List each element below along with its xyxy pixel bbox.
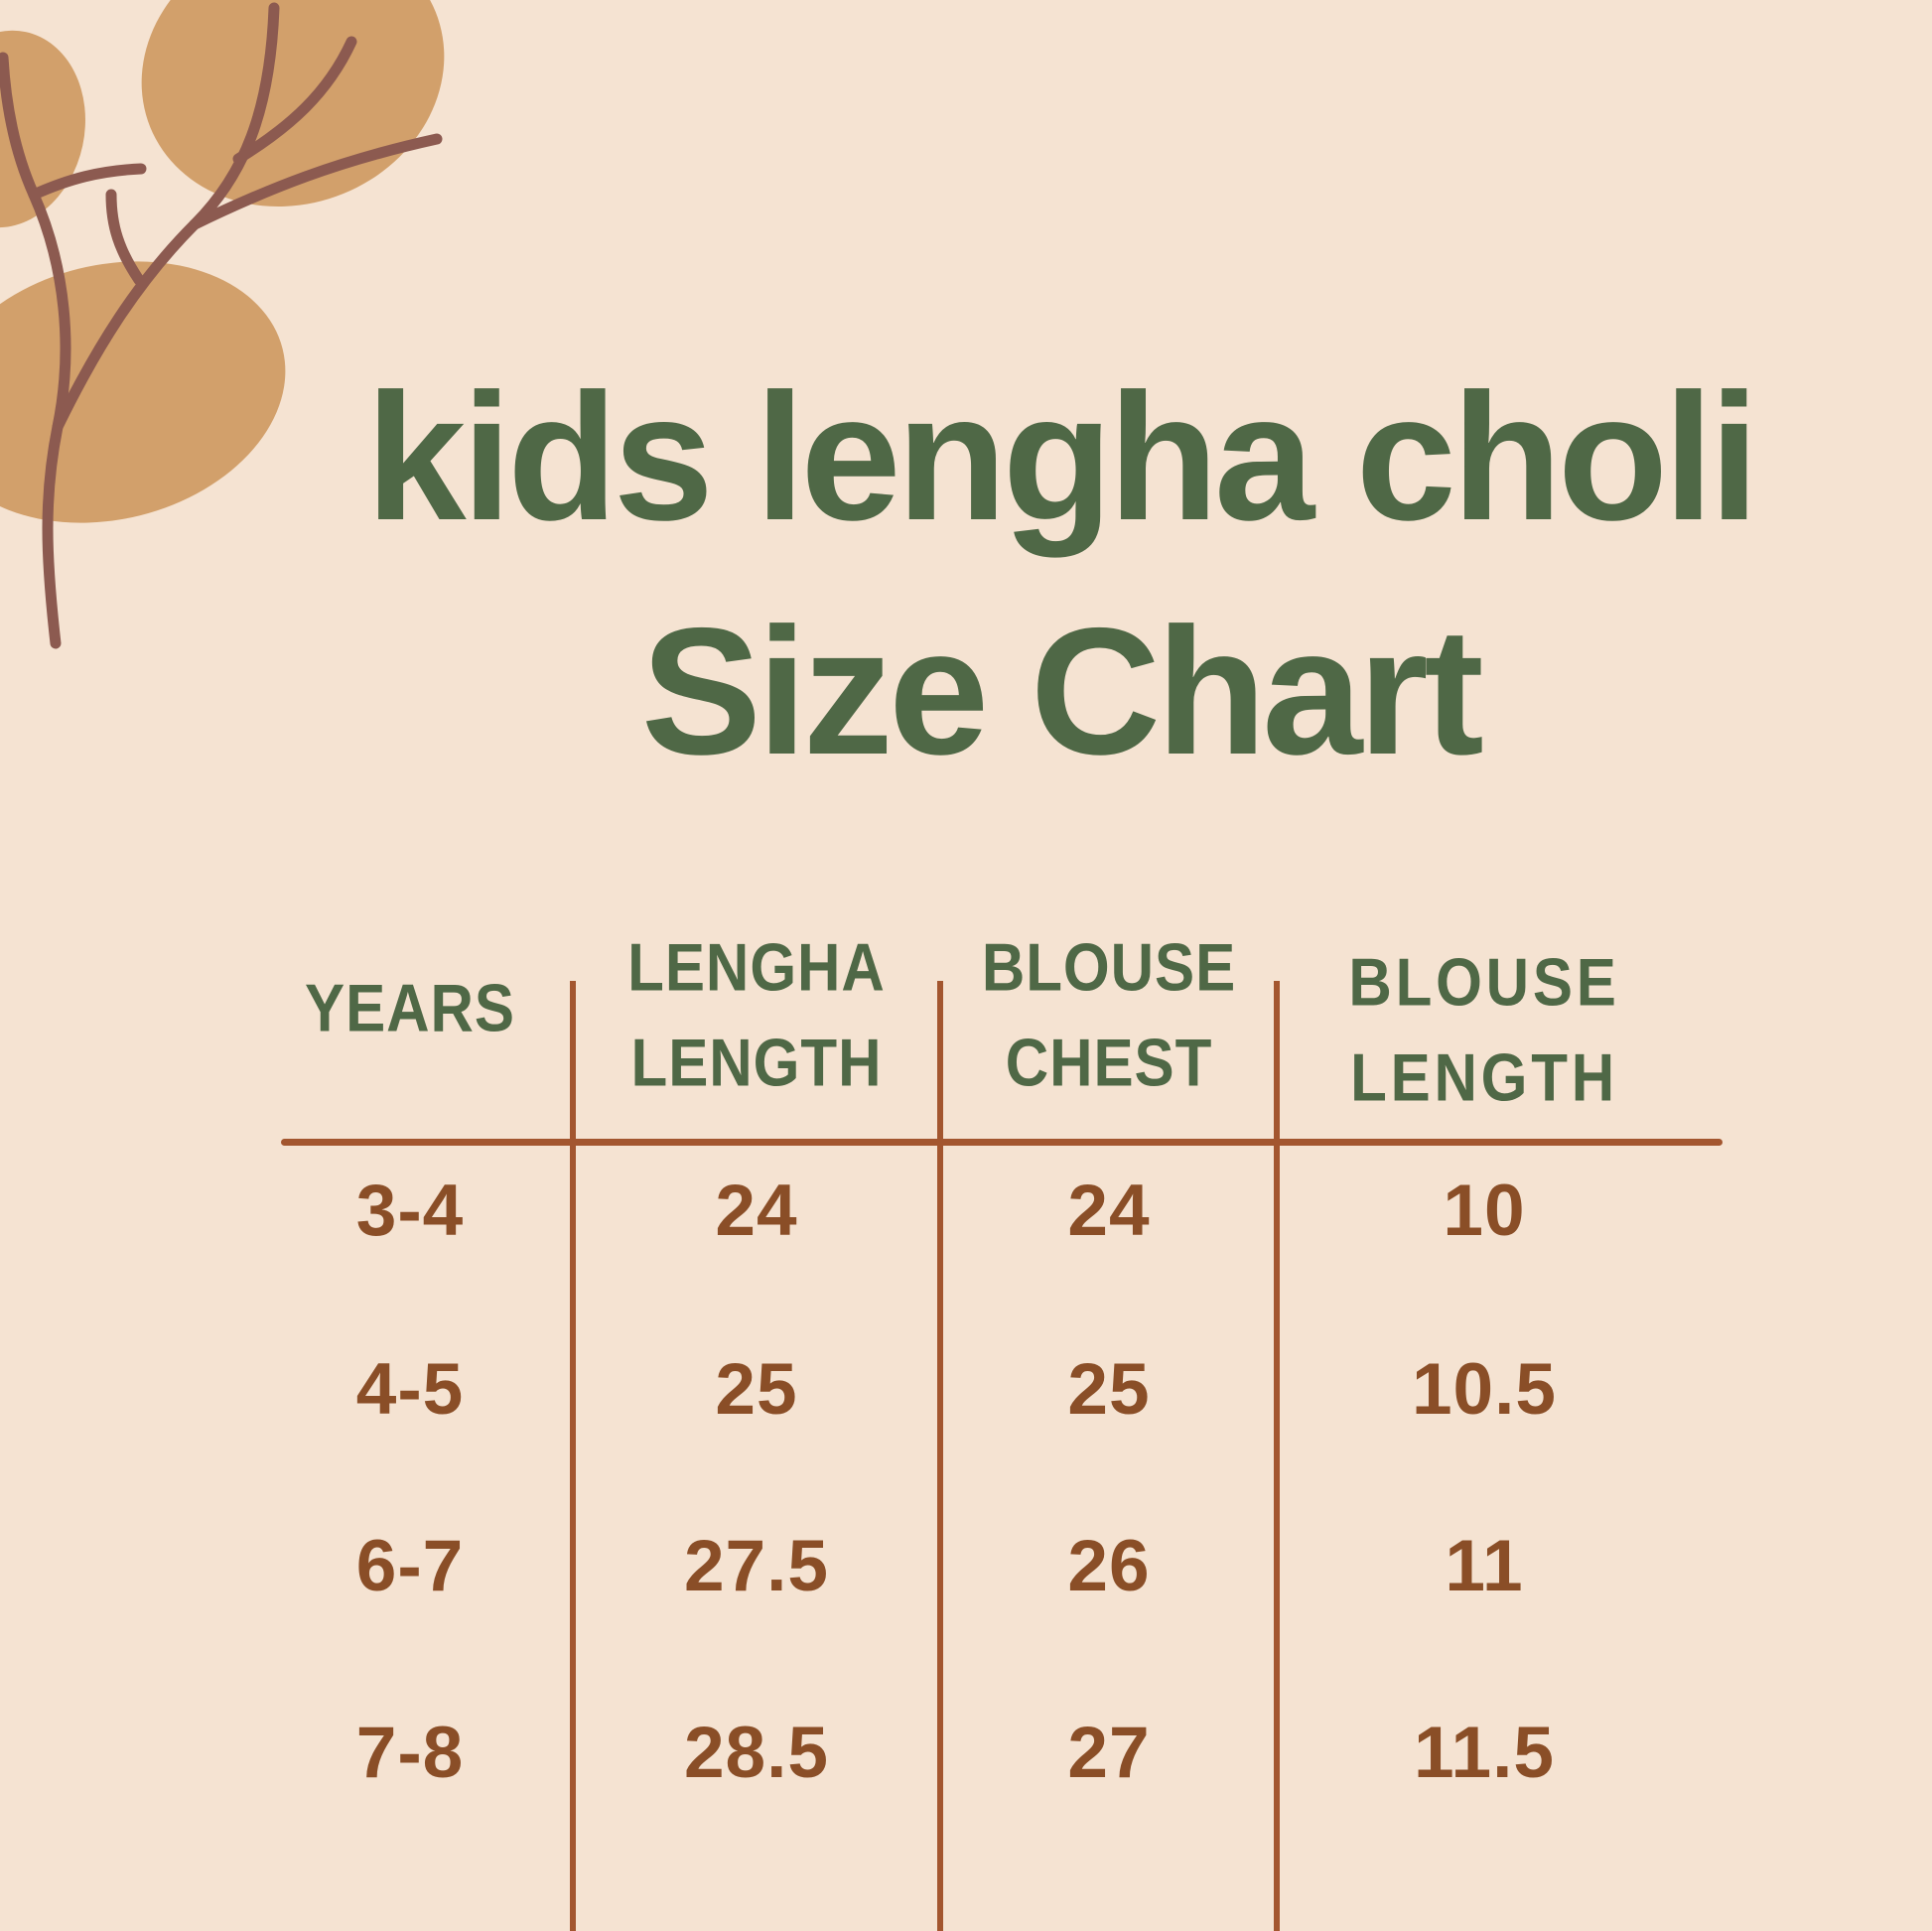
cell-lengha-length-row1: 24 bbox=[715, 1171, 798, 1251]
header-divider-line bbox=[281, 1139, 1723, 1146]
header-line: BLOUSE bbox=[981, 928, 1237, 1006]
column-header-years: YEARS bbox=[231, 960, 589, 1055]
cell-blouse-chest-row3: 26 bbox=[1067, 1526, 1151, 1606]
column-header-blouse-chest: BLOUSE CHEST bbox=[930, 919, 1288, 1110]
cell-blouse-chest-row4: 27 bbox=[1067, 1713, 1151, 1793]
title-line-1: kids lengha choli bbox=[365, 355, 1759, 558]
header-line: LENGHA bbox=[627, 928, 886, 1006]
cell-blouse-chest-row1: 24 bbox=[1067, 1171, 1151, 1251]
branch-lines-icon bbox=[0, 2, 443, 649]
branch-illustration bbox=[0, 0, 445, 649]
cell-blouse-length-row1: 10 bbox=[1443, 1171, 1526, 1251]
leaf-blob-top bbox=[141, 0, 445, 207]
cell-blouse-length-row2: 10.5 bbox=[1411, 1349, 1558, 1430]
column-header-lengha-length: LENGHA LENGTH bbox=[578, 919, 935, 1110]
cell-lengha-length-row3: 27.5 bbox=[683, 1526, 830, 1606]
cell-lengha-length-row4: 28.5 bbox=[683, 1713, 830, 1793]
column-divider-1 bbox=[570, 981, 576, 1931]
cell-blouse-length-row3: 11 bbox=[1445, 1526, 1524, 1606]
cell-blouse-length-row4: 11.5 bbox=[1413, 1713, 1556, 1793]
title-line-2: Size Chart bbox=[640, 590, 1484, 792]
leaf-blob-left bbox=[0, 30, 85, 228]
cell-lengha-length-row2: 25 bbox=[715, 1349, 798, 1430]
cell-years-row2: 4-5 bbox=[355, 1349, 465, 1430]
page-title: kids lengha choli Size Chart bbox=[167, 340, 1932, 808]
header-line: YEARS bbox=[305, 969, 515, 1046]
cell-years-row1: 3-4 bbox=[355, 1171, 465, 1251]
cell-years-row3: 6-7 bbox=[355, 1526, 465, 1606]
column-header-blouse-length: BLOUSE LENGTH bbox=[1306, 934, 1663, 1125]
header-line: LENGTH bbox=[630, 1024, 883, 1101]
column-divider-3 bbox=[1274, 981, 1280, 1931]
leaf-blobs bbox=[0, 0, 445, 523]
cell-blouse-chest-row2: 25 bbox=[1067, 1349, 1151, 1430]
column-divider-2 bbox=[937, 981, 943, 1931]
header-line: BLOUSE bbox=[1348, 943, 1620, 1021]
header-line: LENGTH bbox=[1350, 1038, 1618, 1116]
cell-years-row4: 7-8 bbox=[355, 1713, 465, 1793]
leaf-blob-bottom bbox=[0, 261, 286, 523]
header-line: CHEST bbox=[1005, 1024, 1213, 1101]
